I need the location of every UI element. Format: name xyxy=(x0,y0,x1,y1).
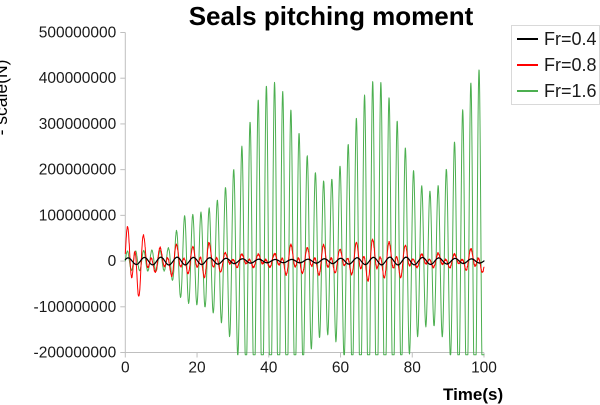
svg-text:200000000: 200000000 xyxy=(39,162,117,179)
svg-text:40: 40 xyxy=(260,360,278,377)
svg-text:100: 100 xyxy=(471,360,497,377)
svg-text:400000000: 400000000 xyxy=(39,70,117,87)
svg-text:-100000000: -100000000 xyxy=(34,299,117,316)
svg-text:300000000: 300000000 xyxy=(39,116,117,133)
svg-text:20: 20 xyxy=(188,360,206,377)
svg-text:0: 0 xyxy=(121,360,130,377)
svg-text:60: 60 xyxy=(332,360,350,377)
svg-text:-200000000: -200000000 xyxy=(34,345,117,362)
svg-text:Time(s): Time(s) xyxy=(443,385,503,404)
svg-text:0: 0 xyxy=(108,253,117,270)
svg-text:500000000: 500000000 xyxy=(39,25,117,42)
svg-text:100000000: 100000000 xyxy=(39,207,117,224)
svg-text:80: 80 xyxy=(404,360,422,377)
